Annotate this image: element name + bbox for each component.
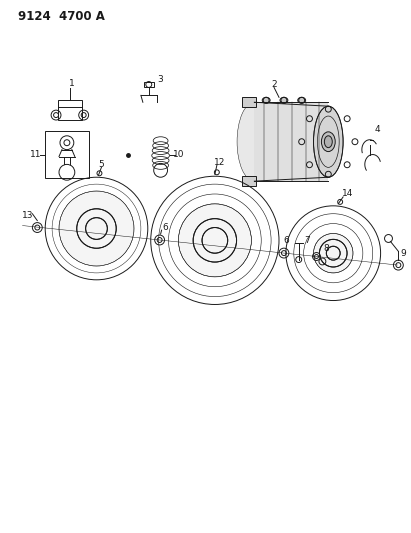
- Ellipse shape: [314, 233, 353, 273]
- Text: 10: 10: [173, 150, 184, 159]
- Ellipse shape: [321, 132, 335, 151]
- Ellipse shape: [262, 98, 270, 103]
- Text: 4: 4: [375, 125, 381, 134]
- Text: 6: 6: [163, 223, 169, 232]
- FancyBboxPatch shape: [242, 98, 256, 107]
- Ellipse shape: [59, 191, 134, 266]
- Text: 14: 14: [342, 190, 354, 198]
- Text: 2: 2: [271, 80, 277, 89]
- Text: 7: 7: [304, 236, 309, 245]
- Text: 9: 9: [400, 249, 406, 258]
- Text: 12: 12: [214, 158, 226, 167]
- Ellipse shape: [178, 204, 252, 277]
- Text: 8: 8: [323, 244, 329, 253]
- Text: 5: 5: [99, 160, 104, 169]
- Text: 13: 13: [22, 211, 33, 220]
- Text: 6: 6: [283, 236, 289, 245]
- FancyBboxPatch shape: [254, 102, 328, 181]
- FancyBboxPatch shape: [242, 176, 256, 186]
- Ellipse shape: [314, 106, 343, 177]
- Text: 3: 3: [158, 75, 164, 84]
- Text: 11: 11: [30, 150, 41, 159]
- Ellipse shape: [280, 98, 288, 103]
- Ellipse shape: [237, 102, 272, 181]
- Ellipse shape: [298, 98, 306, 103]
- Text: 9124  4700 A: 9124 4700 A: [18, 10, 104, 23]
- Ellipse shape: [324, 136, 332, 148]
- Text: 1: 1: [69, 79, 75, 88]
